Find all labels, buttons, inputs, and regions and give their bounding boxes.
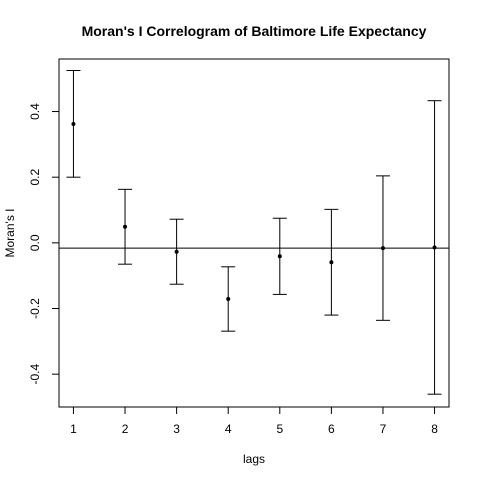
x-tick-label: 7 — [380, 422, 387, 436]
y-axis-label: Moran's I — [3, 209, 17, 258]
data-marks — [66, 69, 442, 395]
y-tick-label: -0.2 — [28, 298, 42, 319]
y-tick-label: -0.4 — [28, 364, 42, 385]
y-tick-label: 0.2 — [28, 169, 42, 186]
x-axis: 1 2 3 4 5 6 7 8 — [70, 406, 438, 436]
x-tick-label: 3 — [173, 422, 180, 436]
x-tick-label: 6 — [328, 422, 335, 436]
y-tick-label: 0.0 — [28, 234, 42, 251]
lag-5-interval — [272, 217, 287, 295]
estimate-point — [329, 260, 334, 265]
lag-6-interval — [324, 208, 339, 316]
x-tick-label: 1 — [70, 422, 77, 436]
estimate-point — [174, 249, 179, 254]
y-tick-label: 0.4 — [28, 103, 42, 120]
estimate-point — [226, 296, 231, 301]
estimate-point — [432, 245, 437, 250]
estimate-point — [277, 254, 282, 259]
x-tick-label: 4 — [225, 422, 232, 436]
x-axis-label: lags — [243, 452, 265, 466]
y-axis: -0.4 -0.2 0.0 0.2 0.4 — [28, 103, 60, 385]
x-tick-label: 2 — [122, 422, 129, 436]
chart-title: Moran's I Correlogram of Baltimore Life … — [82, 23, 427, 39]
lag-3-interval — [169, 218, 184, 285]
estimate-point — [71, 122, 76, 127]
x-tick-label: 5 — [276, 422, 283, 436]
x-tick-label: 8 — [431, 422, 438, 436]
lag-8-interval — [427, 100, 442, 395]
estimate-point — [380, 246, 385, 251]
lag-1-interval — [66, 69, 81, 178]
lag-4-interval — [221, 266, 236, 332]
lag-7-interval — [375, 175, 390, 321]
lag-2-interval — [118, 188, 133, 265]
estimate-point — [123, 224, 128, 229]
